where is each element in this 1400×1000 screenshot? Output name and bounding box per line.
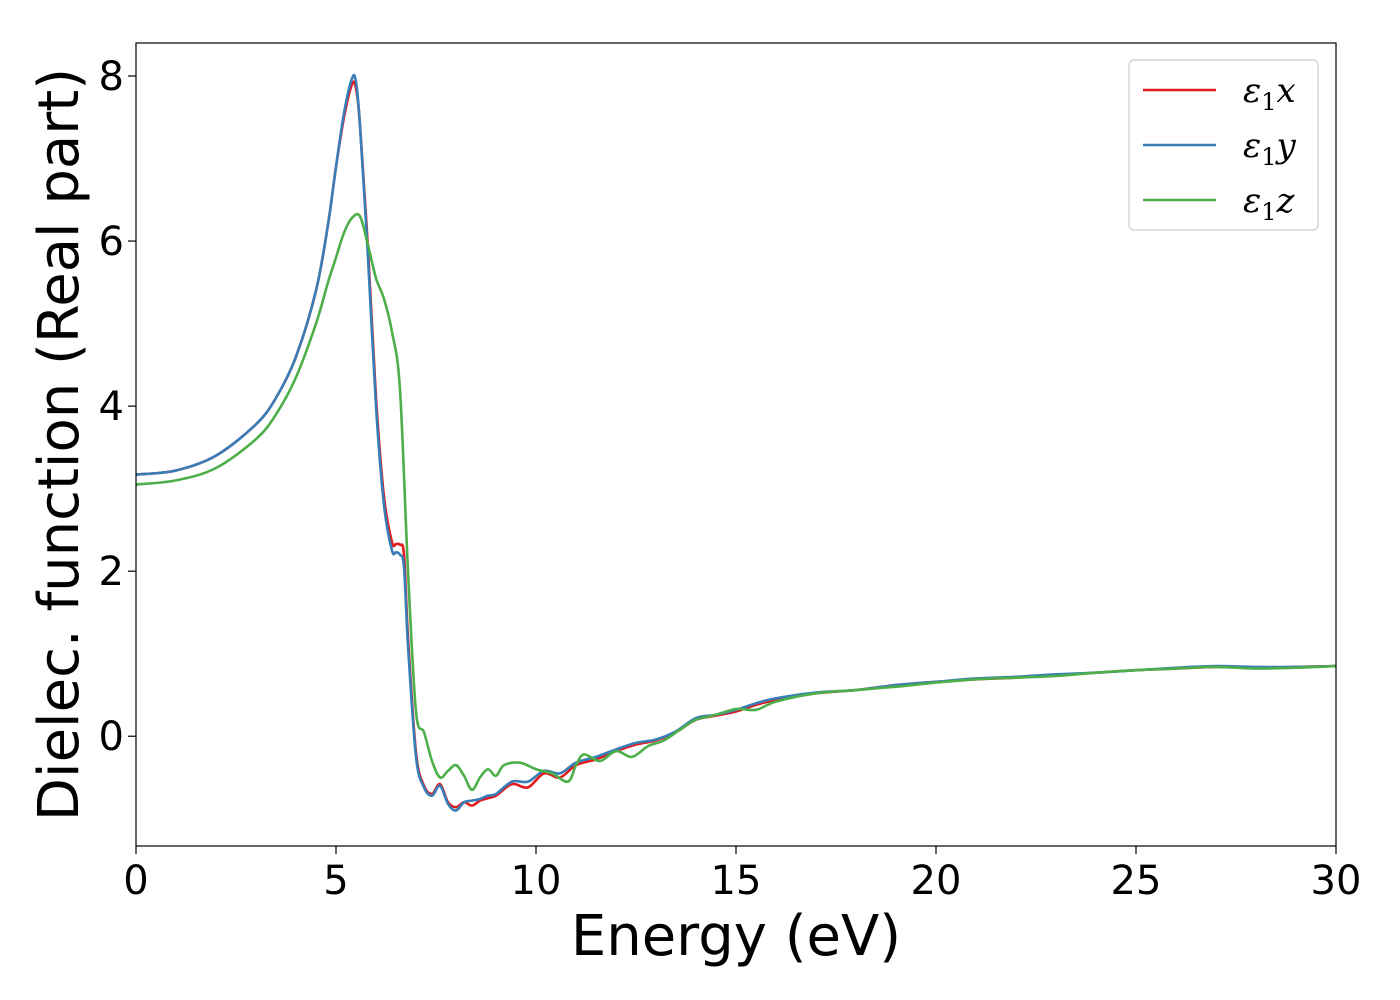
- y-tick-label: 0: [99, 714, 124, 760]
- legend-label-z: ε1z: [1243, 181, 1296, 226]
- x-tick-label: 20: [911, 858, 962, 904]
- legend-label-x: ε1x: [1243, 71, 1296, 116]
- x-tick-label: 25: [1111, 858, 1162, 904]
- x-tick-label: 0: [123, 858, 148, 904]
- x-tick-label: 15: [711, 858, 762, 904]
- y-axis: 0 2 4 6 8: [99, 54, 136, 760]
- x-axis-title: Energy (eV): [571, 904, 901, 969]
- legend-label-y: ε1y: [1243, 126, 1297, 171]
- legend-box: [1128, 59, 1319, 231]
- x-tick-label: 5: [323, 858, 348, 904]
- y-tick-label: 4: [99, 384, 124, 430]
- legend: ε1x ε1y ε1z: [1128, 59, 1319, 231]
- x-tick-label: 30: [1311, 858, 1362, 904]
- y-tick-label: 8: [99, 54, 124, 100]
- y-tick-label: 2: [99, 549, 124, 595]
- x-tick-label: 10: [511, 858, 562, 904]
- y-axis-title: Dielec. function (Real part): [27, 68, 92, 821]
- x-axis: 0 5 10 15 20 25 30: [123, 846, 1361, 904]
- series-lines: [136, 73, 1336, 812]
- y-tick-label: 6: [99, 219, 124, 265]
- series-line-z: [136, 212, 1336, 792]
